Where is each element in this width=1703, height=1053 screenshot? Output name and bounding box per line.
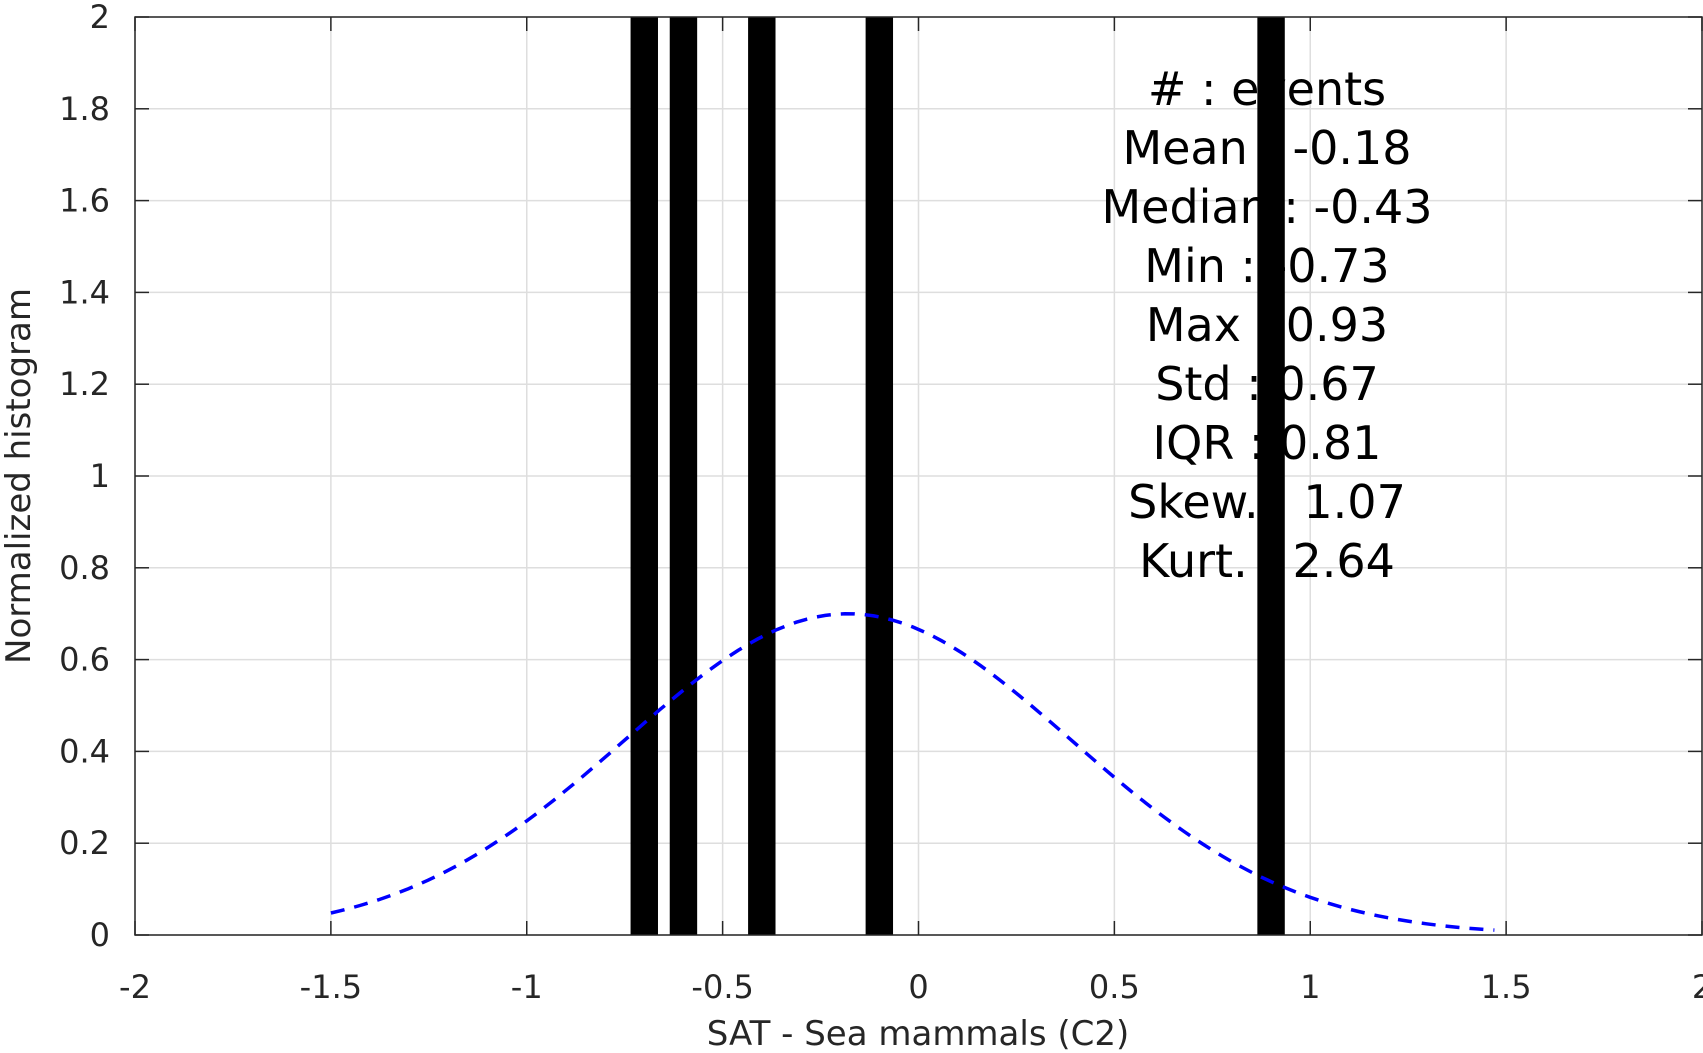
stat-line: Kurt. : 2.64 [1139, 534, 1395, 588]
histogram-bars [630, 17, 1285, 935]
stat-line: # : events [1148, 62, 1386, 116]
y-tick-label: 1.8 [59, 90, 110, 128]
histogram-bar [748, 17, 776, 935]
x-axis-title: SAT - Sea mammals (C2) [707, 1014, 1130, 1053]
x-tick-label: -0.5 [691, 968, 753, 1006]
histogram-bar [630, 17, 658, 935]
y-tick-label: 0 [90, 916, 110, 954]
y-tick-label: 1.4 [59, 273, 110, 311]
y-axis-title: Normalized histogram [0, 288, 39, 664]
x-tick-labels: -2 -1.5 -1 -0.5 0 0.5 1 1.5 2 [119, 968, 1703, 1006]
histogram-bar [865, 17, 894, 935]
histogram-bar [669, 17, 698, 935]
stat-line: Skew. : 1.07 [1128, 475, 1406, 529]
axis-ticks [134, 16, 1703, 936]
y-tick-label: 1.2 [59, 365, 110, 403]
stat-line: Std : 0.67 [1155, 357, 1379, 411]
stat-line: Mean : -0.18 [1122, 121, 1411, 175]
y-tick-label: 0.8 [59, 549, 110, 587]
y-tick-labels: 0 0.2 0.4 0.6 0.8 1 1.2 1.4 1.6 1.8 2 [59, 0, 110, 954]
x-tick-label: -1.5 [300, 968, 362, 1006]
y-tick-label: 0.2 [59, 824, 110, 862]
stat-line: Min : -0.73 [1144, 239, 1389, 293]
y-tick-label: 0.4 [59, 732, 110, 770]
y-tick-label: 1.6 [59, 182, 110, 220]
stat-line: IQR : 0.81 [1153, 416, 1382, 470]
stat-line: Median : -0.43 [1101, 180, 1432, 234]
x-tick-label: -2 [119, 968, 151, 1006]
x-tick-label: 0.5 [1089, 968, 1140, 1006]
x-tick-label: 0 [908, 968, 928, 1006]
stat-line: Max : 0.93 [1146, 298, 1388, 352]
y-tick-label: 2 [90, 0, 110, 36]
histogram-bar [1257, 17, 1285, 935]
x-tick-label: 1.5 [1481, 968, 1532, 1006]
normal-fit-curve [330, 612, 1495, 932]
x-tick-label: 1 [1300, 968, 1320, 1006]
y-tick-label: 1 [90, 457, 110, 495]
x-tick-label: -1 [511, 968, 543, 1006]
x-tick-label: 2 [1692, 968, 1703, 1006]
y-tick-label: 0.6 [59, 641, 110, 679]
